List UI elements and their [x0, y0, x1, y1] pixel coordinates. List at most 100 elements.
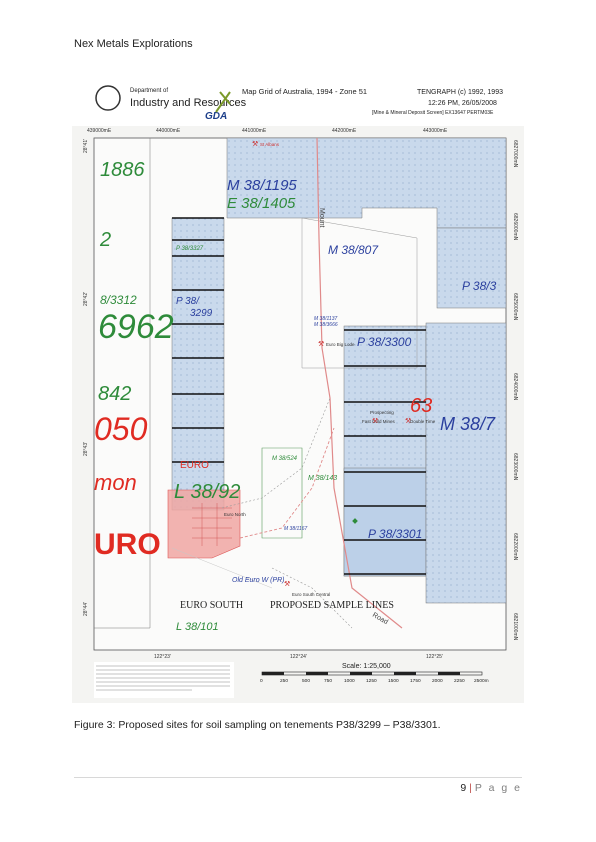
- tenement-p38-3: [436, 227, 507, 309]
- mine-icon: ⚒: [405, 417, 411, 425]
- label-3312: 8/3312: [100, 293, 137, 307]
- easting-label: 439000mE: [87, 128, 112, 134]
- latitude-labels: 28°41' 28°42' 28°43' 28°44': [83, 139, 89, 616]
- label-mon: mon: [94, 470, 137, 495]
- page-footer: 9 | P a g e: [460, 782, 522, 794]
- footer-separator: |: [469, 782, 472, 794]
- mine-icon: ⚒: [252, 140, 258, 148]
- easting-labels: 439000mE 440000mE 441000mE 442000mE 4430…: [87, 128, 448, 134]
- label-old-euro: Old Euro W (PR): [232, 577, 285, 584]
- label-uro: URO: [94, 528, 161, 561]
- longitude-label: 122°24': [290, 654, 307, 660]
- mine-icon: ⚒: [284, 580, 290, 588]
- label-m38-1137: M 38/1137: [314, 316, 337, 322]
- latitude-label: 28°41': [83, 139, 89, 153]
- label-proposed-sample-lines: PROPOSED SAMPLE LINES: [270, 600, 394, 611]
- footer-divider: [74, 777, 522, 778]
- label-fast-gold-mines: Fast Gold Mines: [362, 419, 396, 424]
- tengraph-line3: [Mine & Mineral Deposit Screen] EX13647 …: [372, 110, 494, 116]
- scale-tick: 1500: [388, 678, 399, 684]
- easting-label: 440000mE: [156, 128, 181, 134]
- northing-label: 6826000mN: [512, 213, 518, 241]
- label-p38-3300: P 38/3300: [357, 335, 412, 349]
- tenement-polygons: [93, 137, 507, 629]
- scale-tick: 1750: [410, 678, 421, 684]
- label-prospecting: Prospecting: [370, 410, 394, 415]
- label-050: 050: [94, 411, 148, 447]
- label-l38-101: L 38/101: [176, 621, 219, 633]
- label-st-albans: St Albans: [260, 142, 280, 147]
- label-m38-143: M 38/143: [308, 475, 337, 482]
- label-m38-524: M 38/524: [272, 456, 298, 462]
- roads: [171, 137, 403, 629]
- label-6962: 6962: [98, 308, 174, 346]
- page-header: Nex Metals Explorations: [74, 38, 193, 50]
- tenement-m38-1195: [226, 137, 507, 229]
- scale-tick: 2000: [432, 678, 443, 684]
- mine-symbols: ⚒ ⚒ ⚒ ⚒ ⚒: [252, 140, 411, 588]
- scale-tick: 1250: [366, 678, 377, 684]
- scale-bar: Scale: 1:25,000 0 250 500 750 1000 1250 …: [260, 663, 489, 684]
- easting-label: 443000mE: [423, 128, 448, 134]
- label-e38-1405: E 38/1405: [227, 195, 296, 212]
- tenement-west-boundary: [93, 137, 151, 629]
- mine-icon: ⚒: [372, 417, 378, 425]
- label-euro-south-central: Euro South Central: [292, 592, 330, 597]
- label-l38-92: L 38/92: [174, 481, 240, 503]
- scale-tick: 2500m: [474, 678, 489, 684]
- label-mount-road: Mount: [318, 208, 325, 228]
- label-63: 63: [410, 395, 432, 417]
- label-m38-1195: M 38/1195: [227, 177, 297, 194]
- government-crest-icon: [95, 85, 121, 111]
- figure-caption: Figure 3: Proposed sites for soil sampli…: [74, 719, 441, 731]
- northing-label: 6823000mN: [512, 453, 518, 481]
- label-2: 2: [99, 229, 111, 251]
- tengraph-line1: TENGRAPH (c) 1992, 1993: [417, 89, 503, 96]
- label-euro-south: EURO SOUTH: [180, 600, 243, 611]
- page-number: 9: [460, 782, 467, 794]
- label-m38-1167: M 38/1167: [284, 526, 307, 532]
- longitude-label: 122°23': [154, 654, 171, 660]
- tenement-p38-3301: [343, 467, 427, 577]
- latitude-label: 28°43': [83, 442, 89, 456]
- drillhole-icon: [352, 518, 358, 524]
- tengraph-line2: 12:26 PM, 26/05/2008: [428, 100, 497, 107]
- label-m38-807: M 38/807: [328, 243, 379, 257]
- grid-title: Map Grid of Australia, 1994 - Zone 51: [242, 87, 367, 96]
- longitude-labels: 122°23' 122°24' 122°25': [154, 654, 443, 660]
- scale-tick: 2250: [454, 678, 465, 684]
- euro-lease-area: [167, 489, 241, 559]
- label-m38-3666: M 38/3666: [314, 322, 338, 328]
- tenement-labels: 1886 M 38/1195 E 38/1405 2 P 38/3327 M 3…: [94, 142, 497, 633]
- label-m38-7: M 38/7: [440, 414, 496, 434]
- label-p38-3301: P 38/3301: [368, 527, 422, 541]
- latitude-label: 28°44': [83, 602, 89, 616]
- label-euro: EURO: [180, 460, 209, 471]
- label-euro-north: Euro North: [224, 512, 246, 517]
- northing-label: 6825000mN: [512, 293, 518, 321]
- tenement-map: Department of Industry and Resources GDA…: [72, 68, 524, 703]
- page-word: P a g e: [474, 782, 522, 794]
- longitude-label: 122°25': [426, 654, 443, 660]
- map-legend-header: Department of Industry and Resources GDA…: [72, 68, 524, 126]
- gda-logo: GDA: [205, 111, 227, 122]
- easting-label: 442000mE: [332, 128, 357, 134]
- proposed-sample-lines: [172, 217, 426, 575]
- label-p38-3299b: 3299: [190, 308, 213, 319]
- scale-label: Scale: 1:25,000: [342, 663, 391, 670]
- label-double-time: Double Time: [410, 419, 436, 424]
- scale-tick: 250: [280, 678, 288, 684]
- easting-label: 441000mE: [242, 128, 267, 134]
- northing-label: 6827000mN: [512, 140, 518, 168]
- gda-icon: [215, 91, 231, 113]
- northing-label: 6824000mN: [512, 373, 518, 401]
- department-line2: Industry and Resources: [130, 97, 247, 109]
- northing-labels: 6827000mN 6826000mN 6825000mN 6824000mN …: [512, 140, 518, 641]
- northing-label: 6821000mN: [512, 613, 518, 641]
- scale-tick: 1000: [344, 678, 355, 684]
- mine-icon: ⚒: [318, 340, 324, 348]
- label-p38-3: P 38/3: [462, 279, 497, 293]
- scale-tick: 750: [324, 678, 332, 684]
- disclaimer-block: [94, 662, 234, 698]
- department-line1: Department of: [130, 88, 168, 94]
